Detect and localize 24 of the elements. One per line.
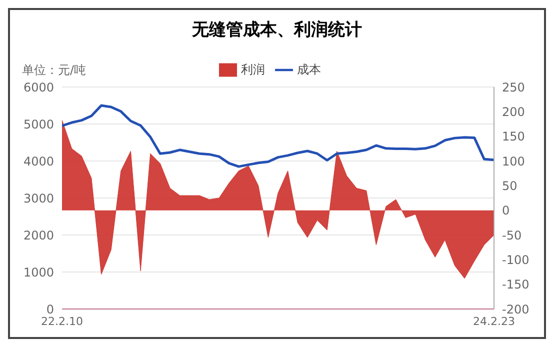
x-tick-label: 24.2.23 <box>473 314 515 328</box>
y2-tick-label: -100 <box>502 252 530 267</box>
y-axis-title: 单位：元/吨 <box>22 62 86 79</box>
y2-tick-label: -50 <box>502 228 522 242</box>
chart-title: 无缝管成本、利润统计 <box>190 19 363 41</box>
y-tick-label: 2000 <box>23 228 54 242</box>
y2-tick-label: 150 <box>502 130 525 144</box>
y-tick-label: 5000 <box>23 117 54 132</box>
y2-tick-label: 0 <box>502 204 510 218</box>
y2-tick-label: 200 <box>502 104 525 119</box>
y-tick-label: 3000 <box>23 191 54 206</box>
y2-tick-label: 100 <box>502 154 525 168</box>
y2-tick-label: 250 <box>502 80 525 94</box>
y2-tick-label: -200 <box>502 302 530 316</box>
y2-tick-label: -150 <box>502 278 530 292</box>
y-tick-label: 6000 <box>23 80 54 94</box>
x-tick-label: 22.2.10 <box>41 314 83 328</box>
y-tick-label: 4000 <box>23 154 54 168</box>
line-series <box>62 104 494 168</box>
legend-label: 利润 <box>241 62 265 76</box>
legend-label: 成本 <box>297 62 321 76</box>
y2-tick-label: 50 <box>502 178 518 193</box>
y-tick-label: 0 <box>46 302 54 316</box>
y-tick-label: 1000 <box>23 265 54 280</box>
